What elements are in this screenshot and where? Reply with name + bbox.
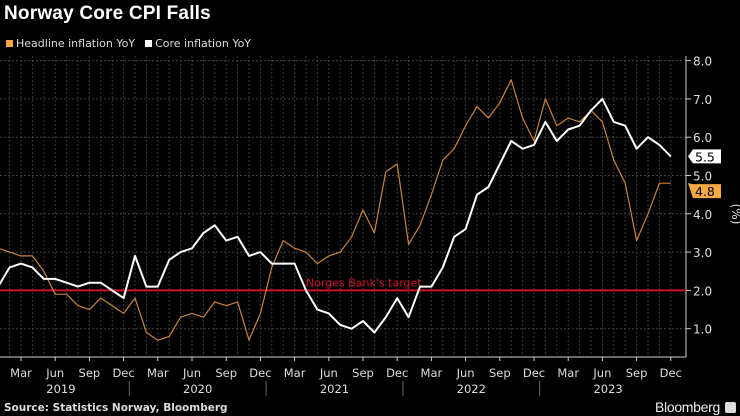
y-tick-label: 3.0 xyxy=(693,246,712,260)
y-tick-label: 1.0 xyxy=(693,323,712,337)
legend-item-core: Core inflation YoY xyxy=(145,37,251,50)
last-value-label-headline: 4.8 xyxy=(695,184,715,199)
legend-label-headline: Headline inflation YoY xyxy=(16,37,136,50)
x-tick-label-month: Jun xyxy=(319,366,338,380)
bloomberg-chart-icon xyxy=(725,402,736,413)
y-tick-label: 5.0 xyxy=(693,170,712,184)
y-tick-label: 6.0 xyxy=(693,131,712,145)
legend-item-headline: Headline inflation YoY xyxy=(6,37,135,50)
x-tick-label-month: Mar xyxy=(557,366,579,380)
x-tick-label-month: Sep xyxy=(489,366,511,380)
y-tick-label: 8.0 xyxy=(693,55,712,69)
x-tick-label-year: 2023 xyxy=(593,382,622,396)
x-tick-label-year: 2020 xyxy=(183,382,212,396)
chart-title: Norway Core CPI Falls xyxy=(4,3,211,24)
x-tick-label-month: Dec xyxy=(523,366,545,380)
bloomberg-logo: Bloomberg xyxy=(654,399,720,415)
x-tick-label-year: 2021 xyxy=(320,382,349,396)
x-tick-label-month: Dec xyxy=(112,366,134,380)
target-label: Norges Bank's target xyxy=(306,276,422,289)
last-value-tag-headline xyxy=(688,183,721,199)
x-tick-label-year: 2022 xyxy=(457,382,486,396)
x-tick-label-month: Dec xyxy=(660,366,682,380)
x-tick-label-month: Sep xyxy=(215,366,237,380)
x-tick-label-month: Dec xyxy=(386,366,408,380)
x-tick-label-month: Mar xyxy=(147,366,169,380)
x-tick-label-month: Dec xyxy=(249,366,271,380)
x-tick-label-month: Jun xyxy=(182,366,201,380)
y-tick-label: 2.0 xyxy=(693,284,712,298)
series-line-core xyxy=(0,97,672,334)
legend-swatch-headline xyxy=(6,40,13,47)
last-value-tag-core xyxy=(688,149,721,164)
legend-label-core: Core inflation YoY xyxy=(155,37,252,50)
y-tick-label: 4.0 xyxy=(693,208,712,222)
x-tick-label-month: Jun xyxy=(592,366,611,380)
x-tick-label-month: Jun xyxy=(45,366,64,380)
series-line-headline xyxy=(0,79,671,341)
x-tick-label-year: 2019 xyxy=(46,382,75,396)
x-tick-label-month: Jun xyxy=(456,366,475,380)
x-tick-label-month: Sep xyxy=(79,366,101,380)
last-value-label-core: 5.5 xyxy=(695,149,715,164)
x-tick-label-month: Sep xyxy=(626,366,648,380)
y-axis-label: (%) xyxy=(729,204,740,225)
legend-swatch-core xyxy=(145,40,153,47)
x-tick-label-month: Mar xyxy=(10,366,32,380)
x-tick-label-month: Mar xyxy=(421,366,443,380)
x-tick-label-month: Mar xyxy=(284,366,306,380)
source-note: Source: Statistics Norway, Bloomberg xyxy=(4,402,228,414)
x-tick-label-month: Sep xyxy=(352,366,374,380)
legend: Headline inflation YoY Core inflation Yo… xyxy=(6,37,251,50)
y-tick-label: 7.0 xyxy=(693,93,712,107)
